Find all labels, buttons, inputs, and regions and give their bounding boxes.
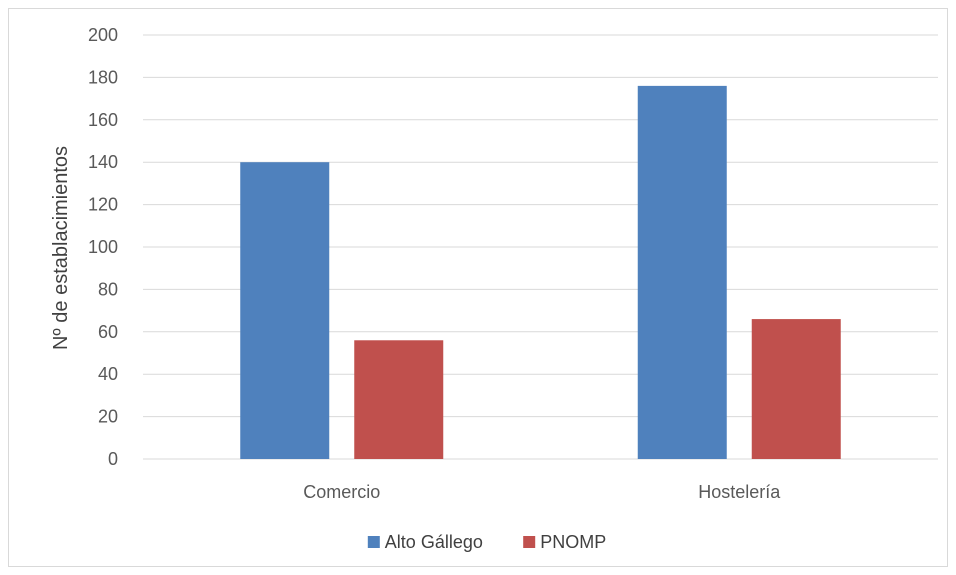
y-axis-ticks: 0 20 40 60 80 100 120 140 160 180 200 [88, 25, 118, 469]
x-tick-label: Comercio [303, 482, 380, 502]
legend: Alto Gállego PNOMP [367, 532, 606, 552]
bars [240, 85, 841, 459]
y-tick-label: 120 [88, 195, 118, 215]
legend-swatch [523, 536, 536, 548]
y-tick-label: 80 [98, 279, 118, 299]
y-tick-label: 180 [88, 67, 118, 87]
y-axis-label: Nº de establacimientos [50, 146, 72, 350]
y-tick-label: 0 [108, 449, 118, 469]
y-tick-label: 140 [88, 152, 118, 172]
x-tick-label: Hostelería [698, 482, 781, 502]
bar-alto-g-llego-0 [240, 162, 330, 459]
y-tick-label: 200 [88, 25, 118, 45]
bar-pnomp-0 [354, 340, 444, 459]
legend-label: Alto Gállego [385, 532, 483, 552]
y-tick-label: 60 [98, 322, 118, 342]
chart-frame [8, 8, 948, 567]
y-tick-label: 40 [98, 364, 118, 384]
y-tick-label: 100 [88, 237, 118, 257]
bar-pnomp-1 [751, 319, 841, 459]
x-axis-ticks: Comercio Hostelería [303, 482, 781, 502]
y-tick-label: 20 [98, 407, 118, 427]
legend-label: PNOMP [540, 532, 606, 552]
y-tick-label: 160 [88, 110, 118, 130]
legend-swatch [367, 536, 380, 548]
bar-alto-g-llego-1 [637, 85, 727, 459]
